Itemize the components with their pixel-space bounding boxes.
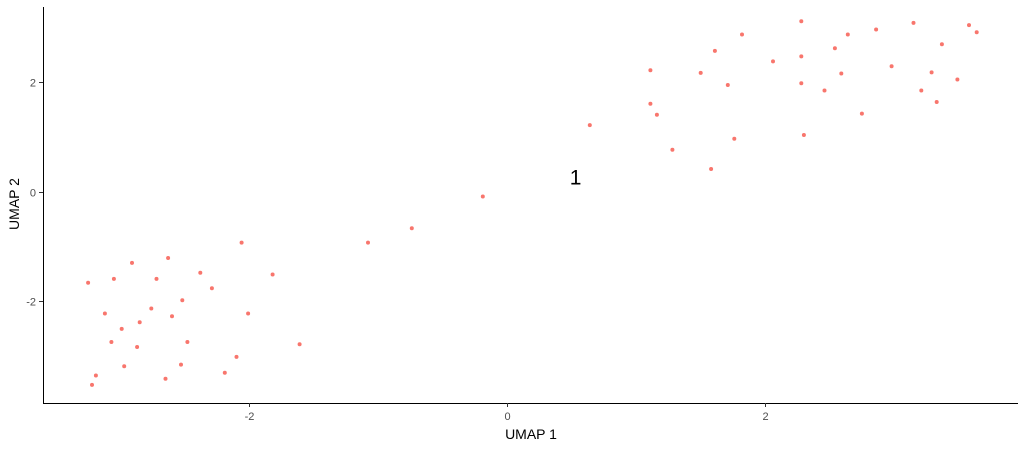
- data-point-42: [799, 19, 804, 24]
- data-point-23: [239, 240, 244, 245]
- data-point-31: [648, 68, 653, 73]
- data-point-34: [670, 147, 675, 152]
- data-point-7: [122, 364, 127, 369]
- data-point-60: [974, 30, 979, 35]
- data-point-54: [919, 88, 924, 93]
- data-point-58: [955, 77, 960, 82]
- data-point-28: [409, 226, 414, 231]
- data-point-45: [801, 133, 806, 137]
- y-tick-label-0: -2: [26, 297, 36, 309]
- y-ticks-layer: -2 0 2: [26, 78, 43, 309]
- data-point-33: [654, 112, 659, 117]
- data-point-19: [198, 270, 203, 275]
- points-layer: [86, 19, 979, 387]
- data-point-35: [698, 70, 703, 75]
- x-axis-title: UMAP 1: [505, 426, 557, 442]
- data-point-9: [135, 345, 140, 349]
- data-point-47: [832, 46, 837, 51]
- data-point-32: [648, 101, 653, 106]
- y-axis-title: UMAP 2: [6, 178, 22, 230]
- data-point-38: [725, 83, 730, 87]
- data-point-56: [934, 100, 939, 104]
- data-point-25: [270, 272, 275, 277]
- cluster-label-0: 1: [570, 166, 582, 189]
- data-point-10: [137, 320, 142, 325]
- data-point-55: [929, 70, 934, 75]
- data-point-53: [911, 20, 916, 25]
- y-tick-label-1: 0: [30, 188, 36, 200]
- data-point-13: [163, 376, 168, 381]
- y-tick-label-2: 2: [30, 78, 36, 90]
- data-point-57: [939, 42, 944, 47]
- x-tick-label-1: 0: [504, 411, 510, 423]
- data-point-12: [154, 276, 159, 281]
- x-tick-label-0: -2: [245, 411, 255, 423]
- data-point-49: [845, 32, 850, 37]
- data-point-17: [180, 298, 185, 303]
- data-point-15: [170, 314, 174, 319]
- data-point-36: [709, 167, 714, 171]
- data-point-44: [799, 81, 804, 86]
- data-point-26: [297, 342, 302, 347]
- data-point-6: [119, 326, 124, 331]
- data-point-52: [889, 64, 894, 69]
- x-ticks-layer: -2 0 2: [245, 403, 769, 423]
- data-point-29: [480, 194, 485, 199]
- data-point-21: [222, 370, 227, 375]
- data-point-50: [859, 111, 864, 116]
- data-point-24: [246, 311, 251, 316]
- data-point-40: [740, 32, 744, 37]
- data-point-0: [86, 280, 91, 285]
- data-point-41: [771, 59, 775, 64]
- data-point-18: [185, 340, 190, 344]
- data-point-2: [93, 373, 98, 378]
- annotation-layer: 1: [570, 166, 582, 189]
- data-point-8: [130, 260, 134, 265]
- data-point-5: [111, 276, 116, 281]
- data-point-4: [109, 340, 114, 344]
- data-point-59: [967, 23, 971, 28]
- data-point-20: [209, 286, 214, 291]
- data-point-30: [587, 123, 592, 128]
- data-point-1: [90, 382, 94, 387]
- data-point-11: [149, 306, 154, 311]
- data-point-46: [822, 88, 827, 93]
- data-point-43: [799, 54, 804, 59]
- data-point-3: [102, 311, 107, 316]
- data-point-48: [839, 71, 844, 76]
- data-point-14: [166, 256, 171, 260]
- data-point-51: [874, 27, 879, 32]
- data-point-16: [179, 362, 183, 367]
- data-point-39: [732, 136, 737, 141]
- data-point-37: [712, 48, 717, 53]
- x-tick-label-2: 2: [762, 411, 768, 423]
- data-point-22: [234, 354, 239, 359]
- data-point-27: [366, 240, 370, 245]
